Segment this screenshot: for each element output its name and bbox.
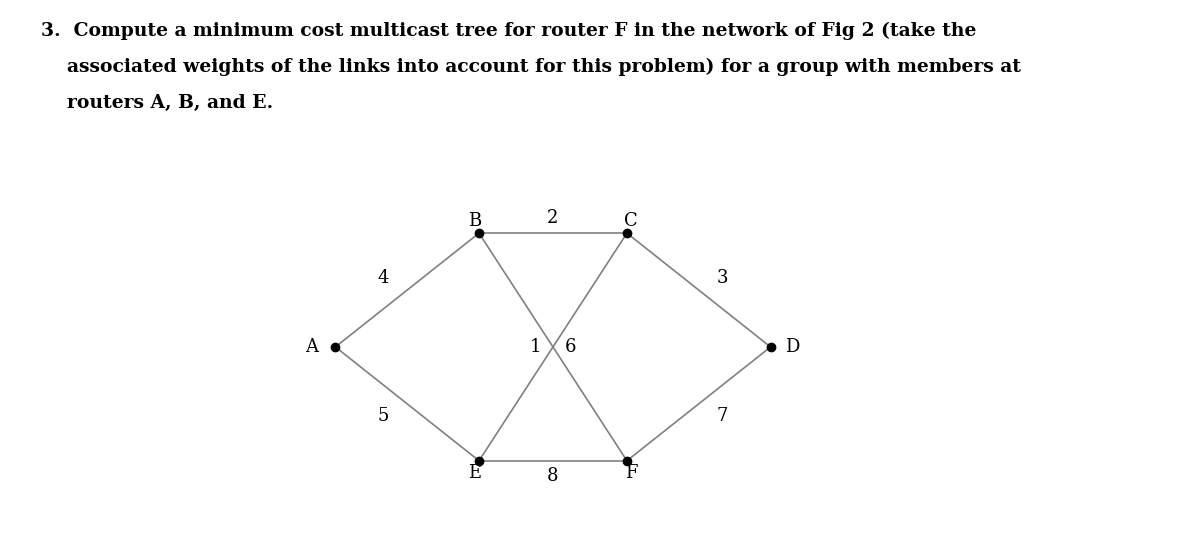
Text: 8: 8 <box>547 467 559 484</box>
Text: associated weights of the links into account for this problem) for a group with : associated weights of the links into acc… <box>42 58 1021 76</box>
Text: F: F <box>625 465 637 482</box>
Text: 7: 7 <box>716 408 728 425</box>
Text: routers A, B, and E.: routers A, B, and E. <box>42 95 274 112</box>
Text: A: A <box>305 338 318 356</box>
Text: 4: 4 <box>378 269 389 286</box>
Text: 3: 3 <box>716 269 728 286</box>
Text: 2: 2 <box>547 210 559 227</box>
Text: C: C <box>624 212 638 229</box>
Text: 3.  Compute a minimum cost multicast tree for router F in the network of Fig 2 (: 3. Compute a minimum cost multicast tree… <box>42 22 977 40</box>
Text: D: D <box>785 338 799 356</box>
Text: 6: 6 <box>565 338 576 356</box>
Text: B: B <box>468 212 481 229</box>
Text: 1: 1 <box>530 338 541 356</box>
Text: E: E <box>468 465 481 482</box>
Text: 5: 5 <box>378 408 389 425</box>
